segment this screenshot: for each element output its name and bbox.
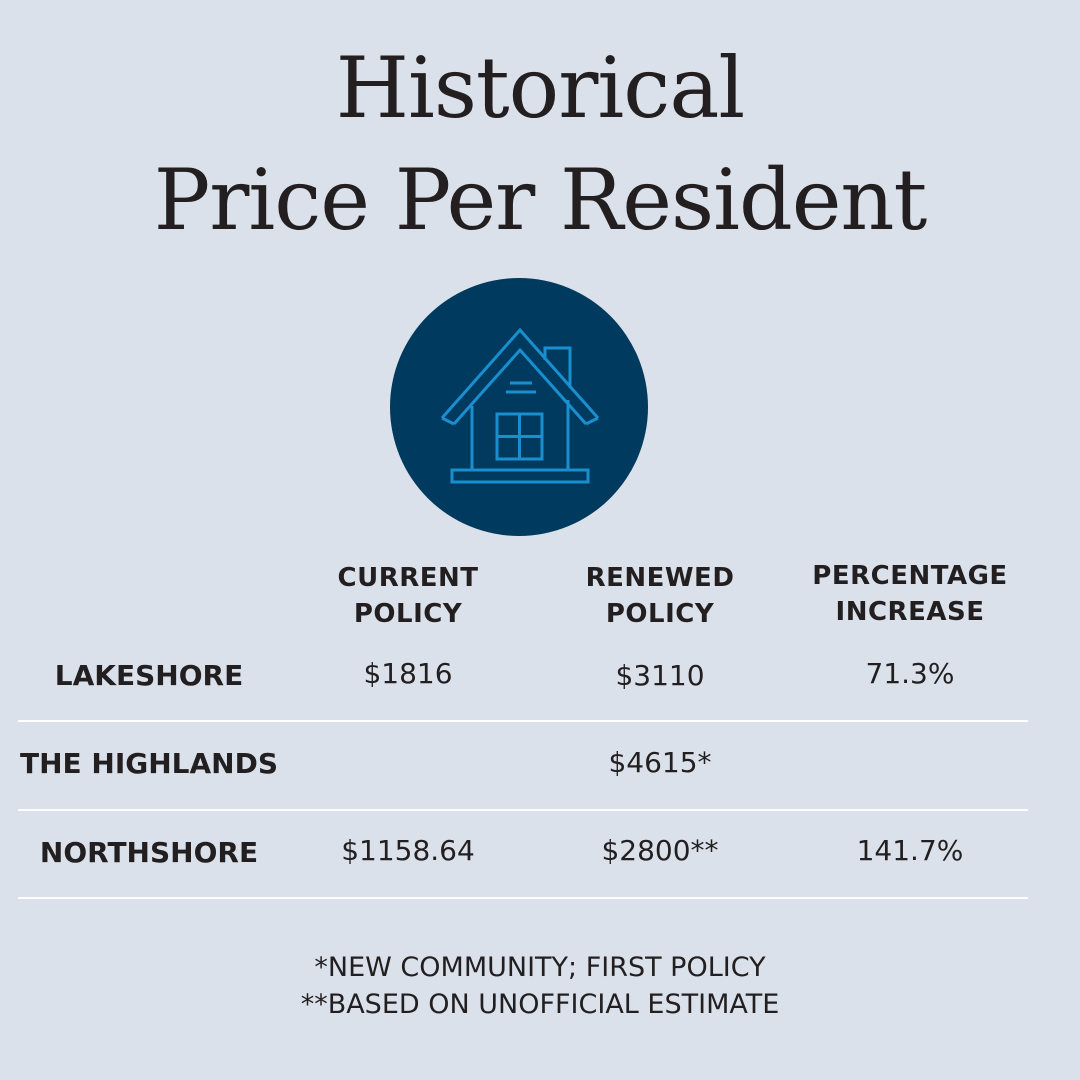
row-label-lakeshore: LAKESHORE — [54, 659, 244, 692]
cell-lakeshore-renewed: $3110 — [615, 659, 705, 692]
cell-lakeshore-current: $1816 — [363, 657, 453, 690]
column-header-percentage-increase: PERCENTAGE INCREASE — [812, 561, 1008, 627]
cell-lakeshore-increase: 71.3% — [865, 657, 955, 690]
cell-northshore-increase: 141.7% — [856, 834, 964, 867]
footnote-unofficial-estimate: **BASED ON UNOFFICIAL ESTIMATE — [300, 989, 780, 1020]
house-icon — [440, 327, 600, 484]
house-icon-badge — [390, 278, 648, 536]
row-divider — [18, 897, 1028, 899]
row-label-northshore: NORTHSHORE — [39, 836, 259, 869]
page-title-line-1: Historical — [335, 39, 746, 137]
cell-highlands-renewed: $4615* — [608, 746, 712, 779]
cell-northshore-renewed: $2800** — [601, 834, 719, 867]
page-title-line-2: Price Per Resident — [153, 151, 928, 249]
column-header-current-policy: CURRENT POLICY — [337, 563, 479, 629]
row-divider — [18, 720, 1028, 722]
footnote-new-community: *NEW COMMUNITY; FIRST POLICY — [314, 952, 766, 983]
row-divider — [18, 809, 1028, 811]
cell-northshore-current: $1158.64 — [341, 834, 475, 867]
row-label-the-highlands: THE HIGHLANDS — [19, 747, 279, 780]
column-header-renewed-policy: RENEWED POLICY — [585, 563, 735, 629]
